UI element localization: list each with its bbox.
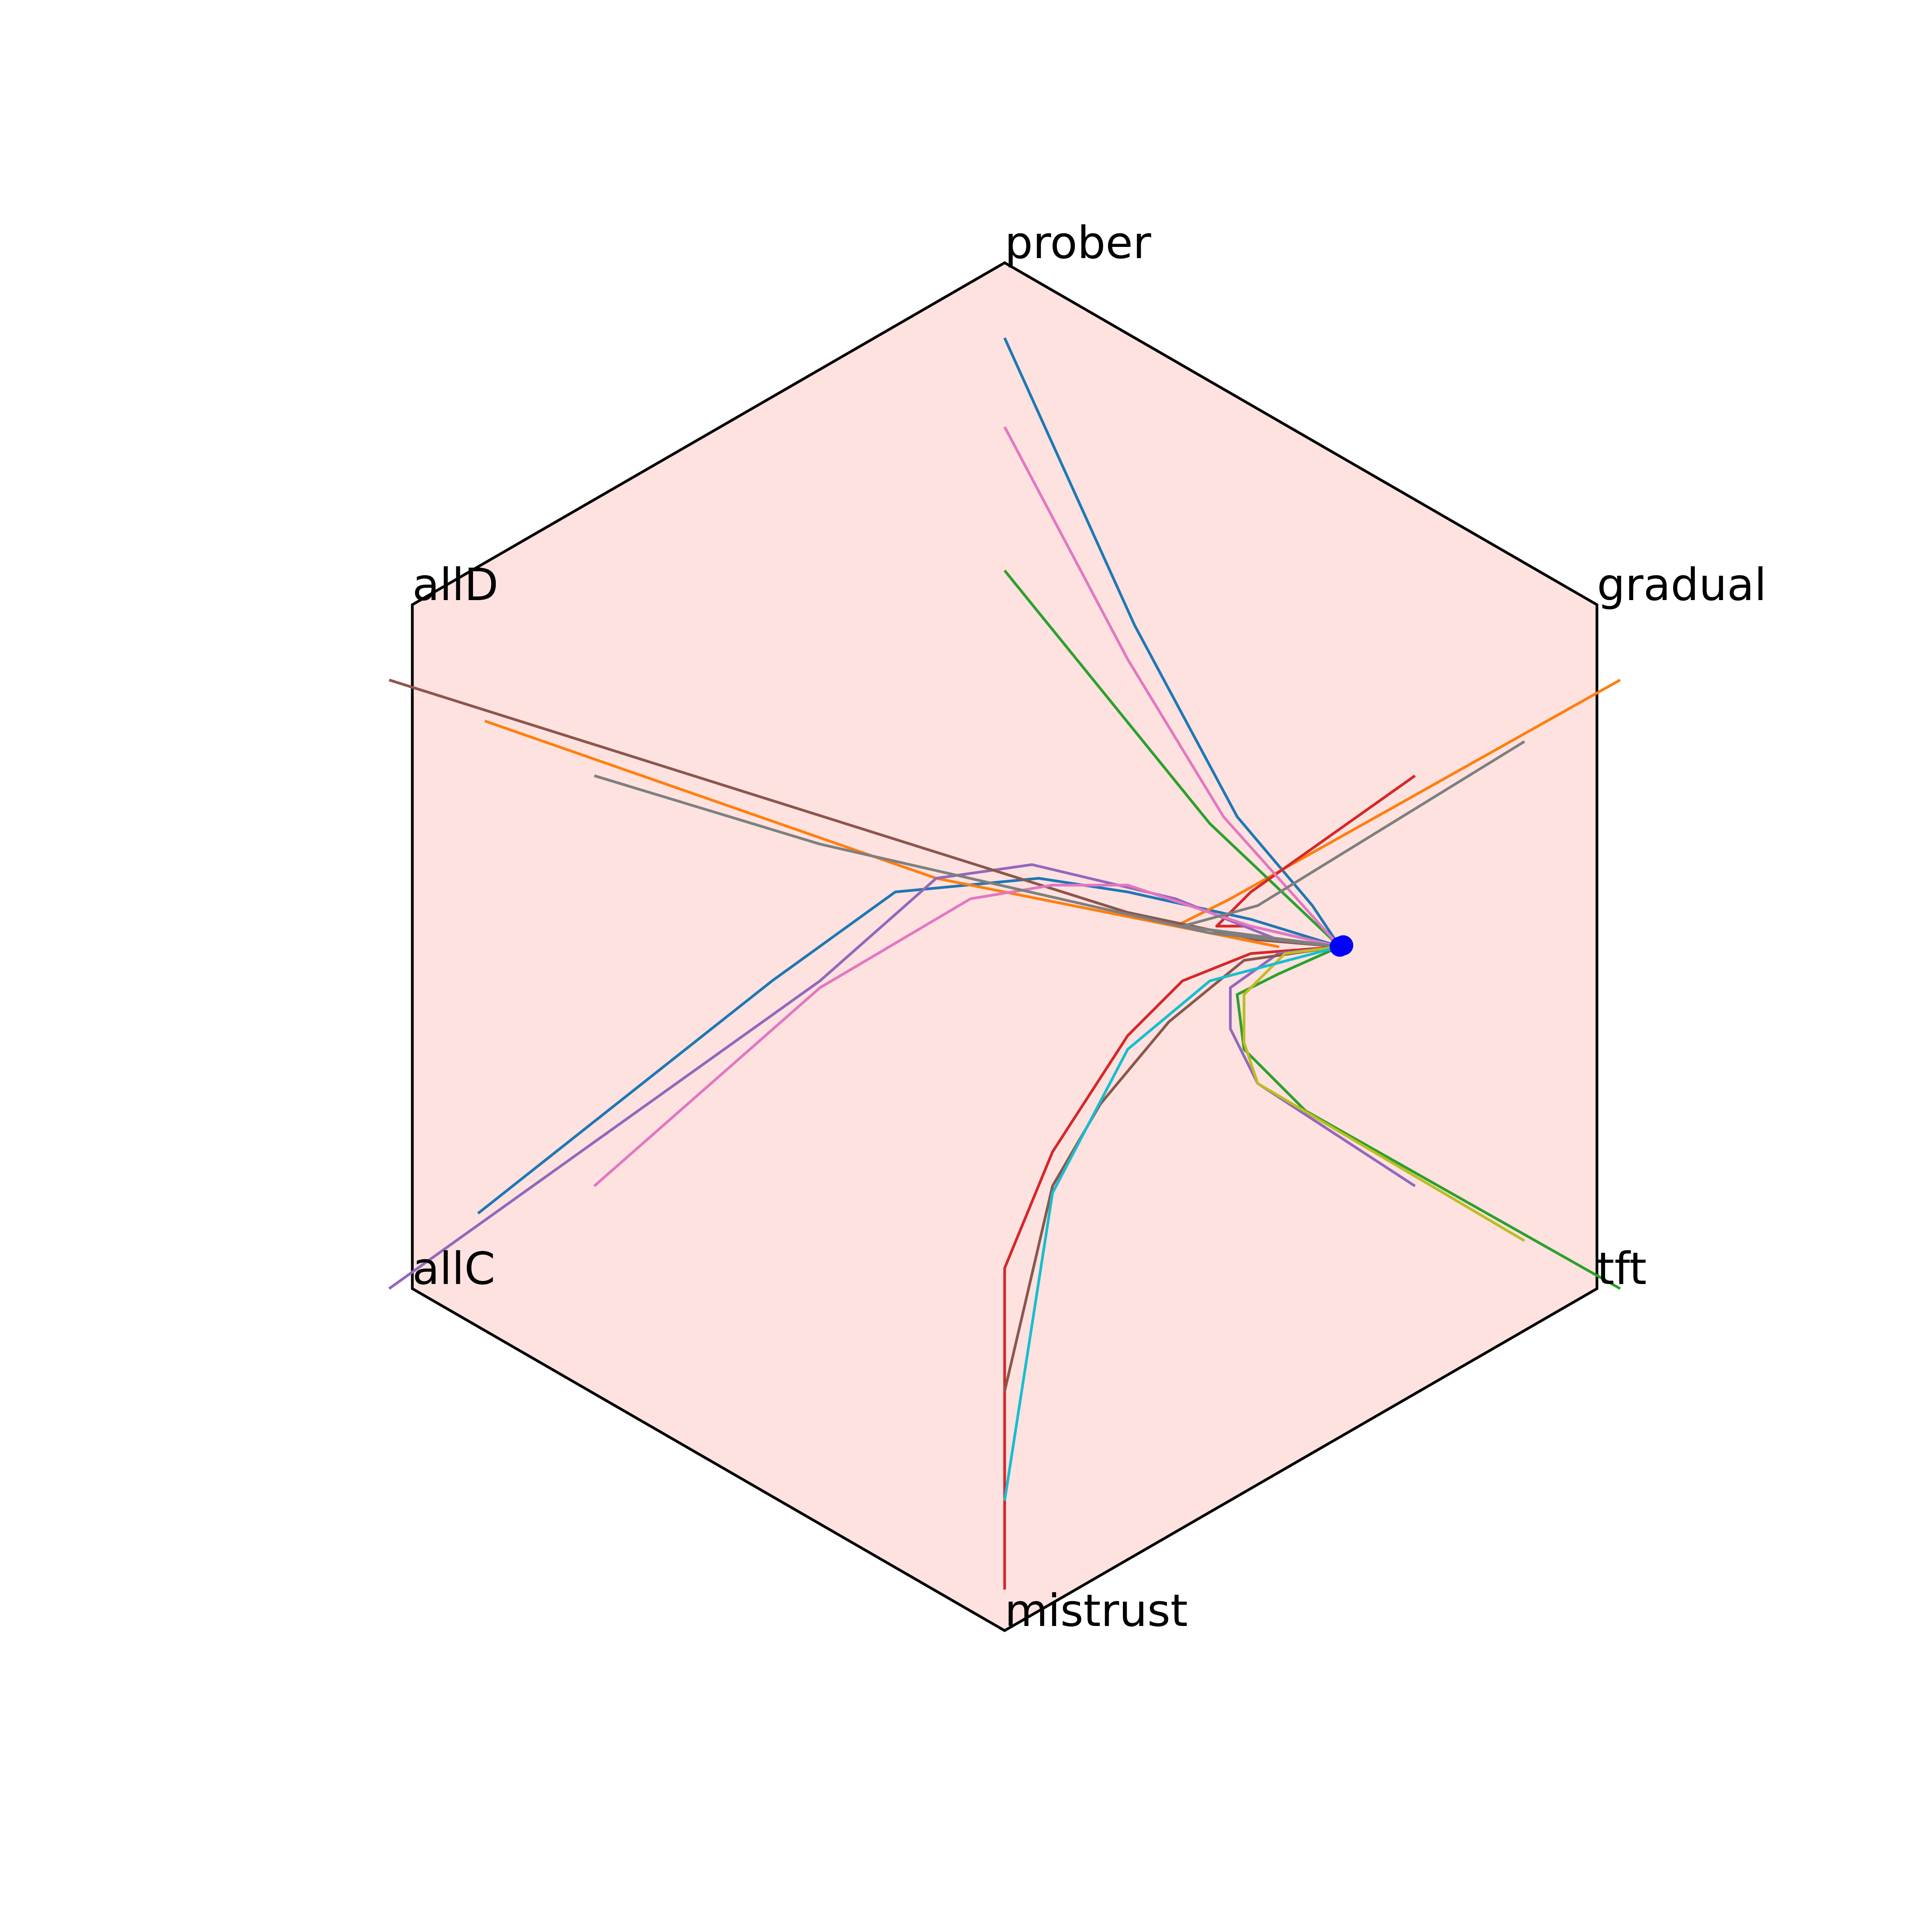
- trajectory-line-7: [593, 426, 1341, 1187]
- endpoint-marker-2: [1333, 935, 1354, 956]
- vertex-label-prober: prober: [1005, 217, 1151, 269]
- vertex-label-mistrust: mistrust: [1005, 1585, 1188, 1637]
- vertex-label-allc: allC: [412, 1243, 495, 1295]
- simplex-background: [412, 263, 1597, 1631]
- vertex-label-tft: tft: [1597, 1243, 1647, 1295]
- simplex-outline: [411, 261, 1599, 1633]
- vertex-label-alld: allD: [412, 559, 498, 611]
- trajectory-line-10: [1003, 945, 1340, 1501]
- vertex-label-gradual: gradual: [1597, 559, 1767, 611]
- trajectory-line-3: [1003, 570, 1621, 1290]
- trajectory-line-1: [477, 337, 1341, 1215]
- trajectory-line-6: [388, 679, 1341, 1392]
- trajectory-line-9: [1243, 945, 1525, 1242]
